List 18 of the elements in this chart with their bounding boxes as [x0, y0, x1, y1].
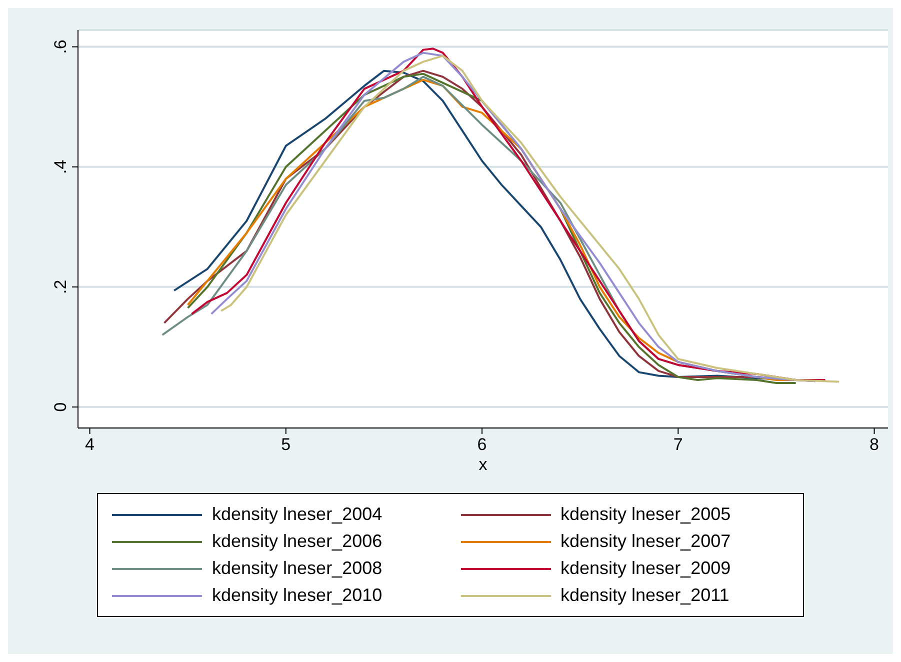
- legend-label: kdensity lneser_2004: [212, 504, 382, 525]
- x-axis-title: x: [478, 455, 488, 474]
- legend-label: kdensity lneser_2005: [560, 504, 731, 525]
- x-tick-label: 5: [281, 435, 291, 454]
- x-tick-label: 4: [85, 435, 94, 454]
- legend-label: kdensity lneser_2011: [560, 585, 730, 606]
- legend-label: kdensity lneser_2008: [212, 558, 382, 579]
- y-tick-label: .6: [51, 40, 70, 54]
- x-tick-label: 7: [673, 435, 683, 454]
- y-tick-label: .4: [51, 160, 70, 174]
- y-tick-label: 0: [51, 402, 70, 412]
- legend-label: kdensity lneser_2006: [212, 531, 382, 552]
- y-tick-label: .2: [51, 280, 70, 294]
- legend-label: kdensity lneser_2007: [560, 531, 731, 552]
- legend-label: kdensity lneser_2010: [212, 585, 382, 606]
- x-tick-label: 6: [477, 435, 487, 454]
- legend-label: kdensity lneser_2009: [560, 558, 731, 579]
- x-tick-label: 8: [870, 435, 880, 454]
